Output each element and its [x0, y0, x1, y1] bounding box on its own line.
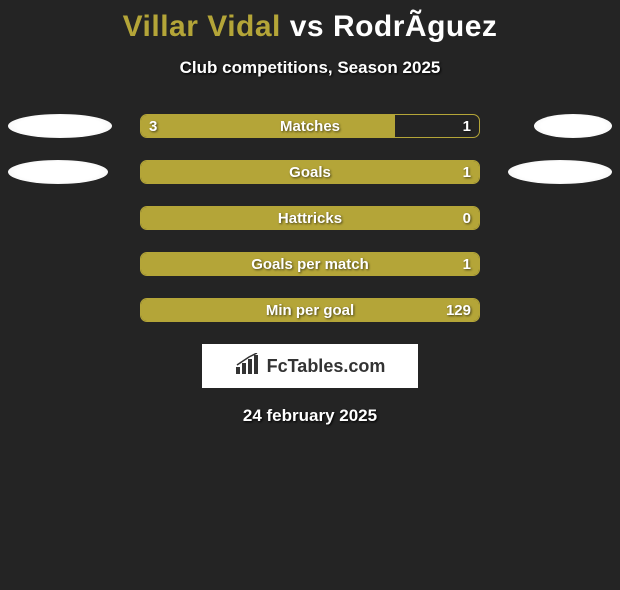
ellipse-right	[508, 160, 612, 184]
value-right: 0	[463, 207, 471, 230]
ellipse-left	[8, 114, 112, 138]
fctables-logo: FcTables.com	[202, 344, 418, 388]
ellipse-right	[534, 114, 612, 138]
bar-track: Hattricks0	[140, 206, 480, 230]
bar-chart-icon	[235, 353, 261, 380]
stat-row: 3Matches1	[0, 114, 620, 138]
value-right: 1	[463, 253, 471, 276]
stat-label: Goals per match	[141, 253, 479, 276]
value-right: 129	[446, 299, 471, 322]
stat-row: Min per goal129	[0, 298, 620, 322]
bar-track: Min per goal129	[140, 298, 480, 322]
vs-text: vs	[281, 10, 333, 43]
ellipse-left	[8, 160, 108, 184]
comparison-chart: 3Matches1Goals1Hattricks0Goals per match…	[0, 114, 620, 322]
comparison-infographic: Villar Vidal vs RodrÃ­guez Club competit…	[0, 10, 620, 590]
value-right: 1	[463, 161, 471, 184]
stat-label: Min per goal	[141, 299, 479, 322]
value-right: 1	[463, 115, 471, 138]
stat-label: Goals	[141, 161, 479, 184]
stat-label: Matches	[141, 115, 479, 138]
page-title: Villar Vidal vs RodrÃ­guez	[0, 10, 620, 44]
subtitle: Club competitions, Season 2025	[0, 58, 620, 78]
logo-text: FcTables.com	[267, 356, 386, 377]
player1-name: Villar Vidal	[123, 10, 281, 43]
bar-track: Goals per match1	[140, 252, 480, 276]
bar-track: 3Matches1	[140, 114, 480, 138]
stat-row: Goals per match1	[0, 252, 620, 276]
stat-row: Hattricks0	[0, 206, 620, 230]
date-text: 24 february 2025	[0, 406, 620, 426]
stat-row: Goals1	[0, 160, 620, 184]
bar-track: Goals1	[140, 160, 480, 184]
stat-label: Hattricks	[141, 207, 479, 230]
player2-name: RodrÃ­guez	[333, 10, 498, 43]
